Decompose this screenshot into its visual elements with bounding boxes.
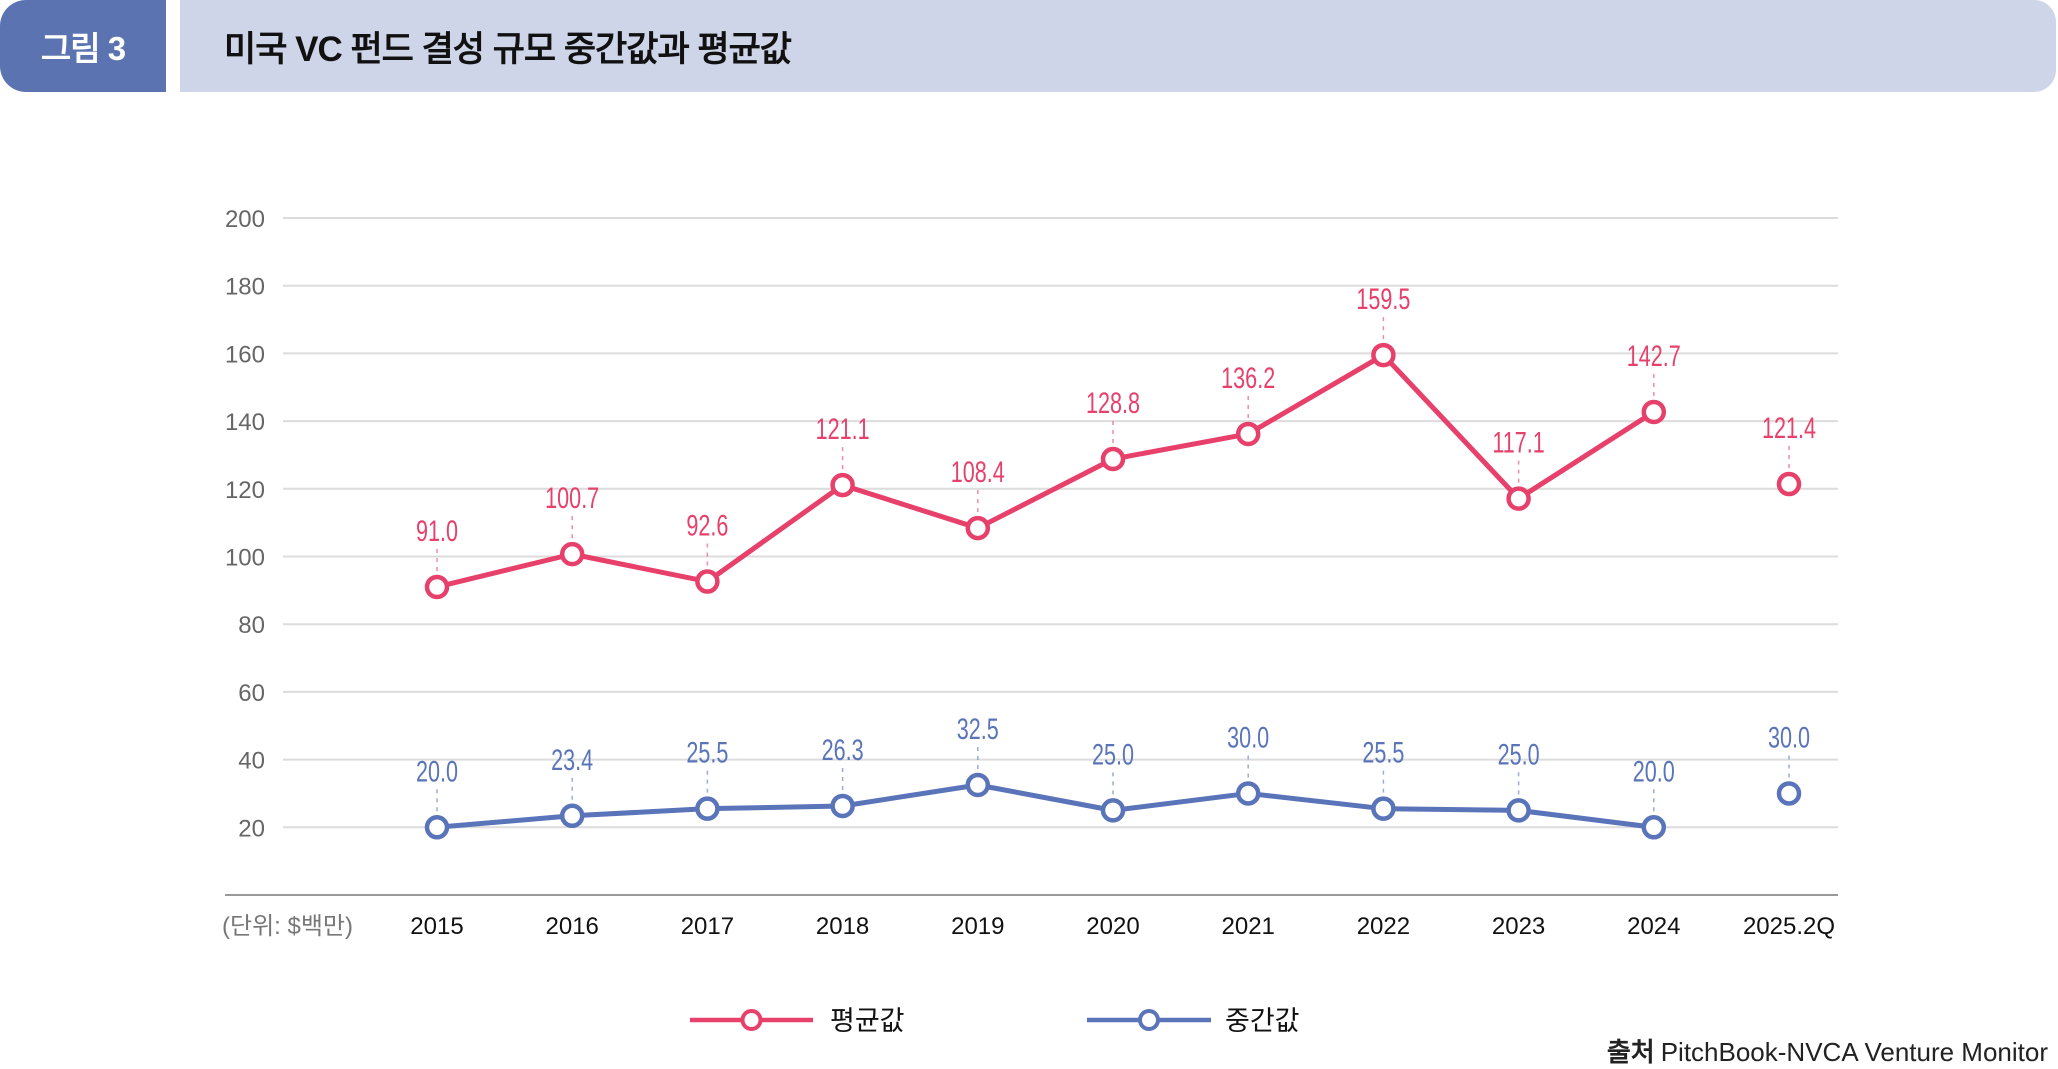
y-axis-ticks: 20 40 60 80 100 120 140 160 180 200 xyxy=(225,206,265,842)
data-point xyxy=(965,515,991,541)
y-tick-label: 200 xyxy=(225,206,265,233)
data-label: 20.0 xyxy=(1633,754,1675,788)
legend: 평균값 중간값 xyxy=(690,1006,1300,1036)
data-label: 136.2 xyxy=(1221,360,1275,394)
data-label: 108.4 xyxy=(951,455,1005,489)
legend-item-mean: 평균값 xyxy=(690,1006,905,1036)
data-label: 25.0 xyxy=(1092,737,1134,771)
y-tick-label: 100 xyxy=(225,545,265,572)
data-point xyxy=(1100,446,1126,472)
y-tick-label: 20 xyxy=(238,815,265,842)
legend-marker-icon xyxy=(740,1009,763,1031)
data-point xyxy=(1776,471,1802,497)
data-label: 25.5 xyxy=(686,735,728,769)
gridlines xyxy=(283,217,1838,829)
data-label: 26.3 xyxy=(822,732,864,766)
x-tick-label: 2016 xyxy=(546,913,599,940)
y-tick-label: 80 xyxy=(238,612,265,639)
legend-label: 평균값 xyxy=(830,1006,905,1036)
legend-item-median: 중간값 xyxy=(1087,1006,1300,1036)
data-label: 121.4 xyxy=(1762,411,1816,445)
x-tick-label: 2023 xyxy=(1492,913,1545,940)
data-label: 91.0 xyxy=(416,513,458,547)
y-tick-label: 60 xyxy=(238,680,265,707)
data-point xyxy=(559,541,585,567)
series-lines xyxy=(436,352,1656,830)
data-point xyxy=(1506,798,1531,823)
data-label: 30.0 xyxy=(1768,720,1810,754)
data-point xyxy=(830,793,855,819)
data-label: 100.7 xyxy=(545,481,599,515)
series-points xyxy=(424,342,1802,840)
x-tick-label: 2018 xyxy=(816,913,869,940)
x-axis-ticks: 2015 2016 2017 2018 2019 2020 2021 2022 2023 2024… xyxy=(410,913,1835,940)
source-text: PitchBook-NVCA Venture Monitor xyxy=(1660,1037,2048,1067)
data-point xyxy=(695,796,720,821)
data-point xyxy=(1235,421,1261,447)
data-point xyxy=(424,815,450,840)
data-point xyxy=(1371,796,1396,821)
x-tick-label: 2024 xyxy=(1627,913,1680,940)
y-tick-label: 140 xyxy=(225,409,265,436)
x-tick-label: 2019 xyxy=(951,913,1004,940)
source-label: 출처 xyxy=(1606,1037,1655,1067)
source-note: 출처 PitchBook-NVCA Venture Monitor xyxy=(1607,1032,2048,1069)
y-tick-label: 160 xyxy=(225,341,265,368)
data-label: 20.0 xyxy=(416,754,458,788)
data-label: 23.4 xyxy=(551,742,593,776)
data-label: 32.5 xyxy=(957,711,999,745)
data-point xyxy=(965,772,991,798)
data-label: 30.0 xyxy=(1227,720,1269,754)
y-tick-label: 180 xyxy=(225,274,265,301)
legend-marker-icon xyxy=(1138,1009,1160,1031)
x-tick-label: 2017 xyxy=(681,913,734,940)
unit-label: (단위: $백만) xyxy=(222,913,353,940)
y-tick-label: 120 xyxy=(225,477,265,504)
title-bar: 미국 VC 펀드 결성 규모 중간값과 평균값 xyxy=(180,0,2056,92)
data-point xyxy=(1100,798,1126,823)
x-tick-label: 2020 xyxy=(1086,913,1139,940)
x-tick-label: 2022 xyxy=(1357,913,1410,940)
data-labels: 91.0 100.7 92.6 121.1 108.4 128.8 136.2 159.5 11… xyxy=(416,282,1816,789)
data-label: 92.6 xyxy=(686,508,728,542)
data-point xyxy=(1641,815,1667,840)
data-point xyxy=(1235,781,1261,806)
data-label: 25.5 xyxy=(1362,735,1404,769)
data-point xyxy=(559,803,585,829)
label-leader-lines xyxy=(436,317,1790,816)
series-line-median xyxy=(436,782,1655,830)
data-label: 121.1 xyxy=(816,412,870,446)
data-label: 142.7 xyxy=(1627,338,1681,372)
data-label: 128.8 xyxy=(1086,385,1140,419)
data-point xyxy=(1371,342,1396,368)
data-point xyxy=(1641,399,1667,425)
data-label: 117.1 xyxy=(1492,425,1544,459)
x-tick-label: 2025.2Q xyxy=(1743,913,1835,940)
x-tick-label: 2015 xyxy=(410,913,463,940)
data-point xyxy=(695,569,720,594)
data-point xyxy=(830,472,855,498)
figure-number-label: 그림 3 xyxy=(40,30,126,67)
figure-number-badge: 그림 3 xyxy=(0,0,166,92)
data-point xyxy=(424,574,450,600)
legend-label: 중간값 xyxy=(1225,1006,1300,1036)
data-label: 25.0 xyxy=(1498,737,1540,771)
data-point xyxy=(1776,781,1802,806)
x-tick-label: 2021 xyxy=(1222,913,1275,940)
data-label: 159.5 xyxy=(1356,282,1410,316)
data-point xyxy=(1506,486,1531,511)
chart-title: 미국 VC 펀드 결성 규모 중간값과 평균값 xyxy=(224,29,792,69)
y-tick-label: 40 xyxy=(238,748,265,775)
series-line-mean xyxy=(436,352,1656,590)
